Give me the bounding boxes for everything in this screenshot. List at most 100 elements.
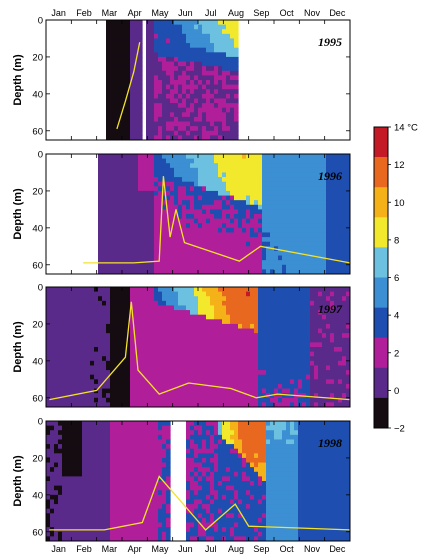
temp-cell: [126, 80, 131, 86]
temp-cell: [310, 200, 315, 206]
temp-cell: [190, 379, 195, 385]
temp-cell: [146, 163, 151, 169]
temp-cell: [190, 200, 195, 206]
temp-cell: [90, 351, 95, 357]
temp-cell: [310, 383, 315, 390]
temp-cell: [114, 264, 119, 270]
temp-cell: [150, 172, 155, 178]
temp-cell: [90, 402, 95, 407]
temp-cell: [58, 476, 63, 482]
temp-cell: [274, 260, 279, 266]
temp-cell: [238, 374, 243, 380]
temp-cell: [46, 430, 51, 436]
temp-cell: [74, 517, 79, 524]
temp-cell: [162, 172, 167, 178]
temp-cell: [74, 310, 79, 316]
temp-cell: [50, 374, 55, 380]
temp-cell: [194, 93, 199, 100]
temp-cell: [302, 356, 307, 362]
temp-cell: [142, 337, 147, 343]
temp-cell: [162, 264, 167, 270]
temp-cell: [54, 287, 59, 293]
temp-cell: [234, 181, 239, 187]
temp-cell: [122, 319, 127, 325]
temp-cell: [206, 383, 211, 390]
temp-cell: [74, 421, 79, 427]
temp-cell: [346, 255, 350, 261]
temp-cell: [206, 204, 211, 210]
temp-cell: [70, 383, 75, 390]
temp-cell: [222, 305, 227, 311]
temp-cell: [330, 186, 335, 192]
temp-cell: [114, 319, 119, 325]
temp-cell: [154, 33, 159, 40]
temp-cell: [110, 181, 115, 187]
temp-cell: [218, 214, 223, 220]
temp-cell: [322, 250, 327, 257]
temp-cell: [190, 342, 195, 348]
temp-cell: [342, 232, 347, 238]
temp-cell: [102, 186, 107, 192]
temp-cell: [190, 402, 195, 407]
temp-cell: [202, 319, 207, 325]
temp-cell: [266, 323, 271, 330]
temp-cell: [98, 163, 103, 169]
temp-cell: [226, 360, 231, 367]
temp-cell: [54, 360, 59, 367]
temp-cell: [54, 291, 59, 297]
temp-cell: [218, 227, 223, 234]
temp-cell: [138, 112, 143, 118]
temp-cell: [62, 471, 67, 477]
temp-cell: [214, 237, 219, 243]
temp-cell: [218, 130, 223, 136]
temp-cell: [130, 328, 135, 334]
temp-cell: [198, 214, 203, 220]
temp-cell: [90, 531, 95, 537]
temp-cell: [230, 52, 235, 58]
temp-cell: [254, 158, 259, 164]
temp-cell: [86, 393, 91, 399]
temp-cell: [254, 314, 259, 320]
temp-cell: [222, 43, 227, 49]
temp-cell: [122, 190, 127, 197]
temp-cell: [278, 172, 283, 178]
temp-cell: [258, 291, 263, 297]
temp-cell: [266, 177, 271, 183]
temp-cell: [122, 116, 127, 123]
temp-cell: [282, 181, 287, 187]
temp-cell: [278, 237, 283, 243]
temp-cell: [214, 116, 219, 123]
temp-cell: [50, 448, 55, 454]
temp-cell: [98, 347, 103, 353]
temp-cell: [166, 255, 171, 261]
temp-cell: [230, 241, 235, 247]
temp-cell: [238, 200, 243, 206]
temp-cell: [178, 135, 183, 140]
temp-cell: [126, 250, 131, 257]
temp-cell: [114, 112, 119, 118]
temp-cell: [210, 296, 215, 302]
temp-cell: [250, 388, 255, 394]
temp-cell: [146, 172, 151, 178]
temp-cell: [46, 536, 51, 541]
temp-cell: [190, 93, 195, 100]
temp-cell: [134, 209, 139, 215]
temp-cell: [158, 402, 163, 407]
temp-cell: [62, 536, 67, 541]
temp-cell: [270, 291, 275, 297]
temp-cell: [98, 517, 103, 524]
temp-cell: [162, 370, 167, 376]
temp-cell: [154, 300, 159, 307]
temp-cell: [134, 223, 139, 229]
temp-cell: [298, 379, 303, 385]
temp-cell: [262, 351, 267, 357]
temp-cell: [282, 172, 287, 178]
temp-cell: [78, 471, 83, 477]
temp-cell: [194, 250, 199, 257]
temp-cell: [138, 121, 143, 127]
temp-cell: [338, 250, 343, 257]
temp-cell: [134, 360, 139, 367]
temp-cell: [214, 200, 219, 206]
temp-cell: [346, 158, 350, 164]
temp-cell: [174, 24, 179, 30]
